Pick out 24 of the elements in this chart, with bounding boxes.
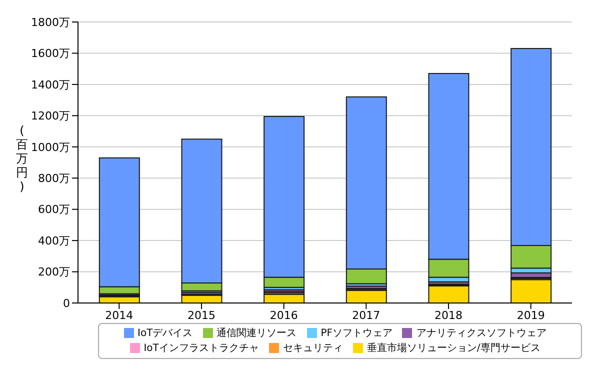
y-axis-title: (百万円) bbox=[16, 124, 28, 194]
legend-label: アナリティクスソフトウェア bbox=[416, 328, 546, 339]
x-tick-label: 2017 bbox=[352, 308, 380, 322]
legend-label: PFソフトウェア bbox=[320, 328, 392, 339]
y-tick-label: 0 bbox=[63, 296, 70, 310]
legend-label: 通信関連リソース bbox=[216, 328, 297, 339]
legend-label: IoTデバイス bbox=[138, 328, 193, 339]
legend-label: 垂直市場ソリューション/専門サービス bbox=[366, 343, 540, 354]
x-tick-label: 2015 bbox=[188, 308, 216, 322]
x-tick-label: 2014 bbox=[105, 308, 134, 322]
legend-label: セキュリティ bbox=[282, 343, 343, 354]
y-tick-label: 600万 bbox=[38, 203, 70, 216]
y-tick-label: 1400万 bbox=[31, 78, 70, 92]
y-tick-label: 1200万 bbox=[31, 110, 70, 123]
y-tick-label: 800万 bbox=[38, 172, 70, 186]
y-tick-label: 1800万 bbox=[31, 16, 70, 29]
x-tick-label: 2016 bbox=[270, 308, 298, 322]
x-tick-label: 2019 bbox=[516, 308, 545, 322]
legend-label: IoTインフラストラクチャ bbox=[144, 343, 259, 354]
x-tick-label: 2018 bbox=[434, 308, 462, 322]
y-tick-label: 400万 bbox=[38, 234, 70, 248]
y-tick-label: 1000万 bbox=[31, 140, 70, 154]
y-tick-label: 200万 bbox=[38, 266, 70, 279]
y-tick-label: 1600万 bbox=[31, 47, 70, 60]
